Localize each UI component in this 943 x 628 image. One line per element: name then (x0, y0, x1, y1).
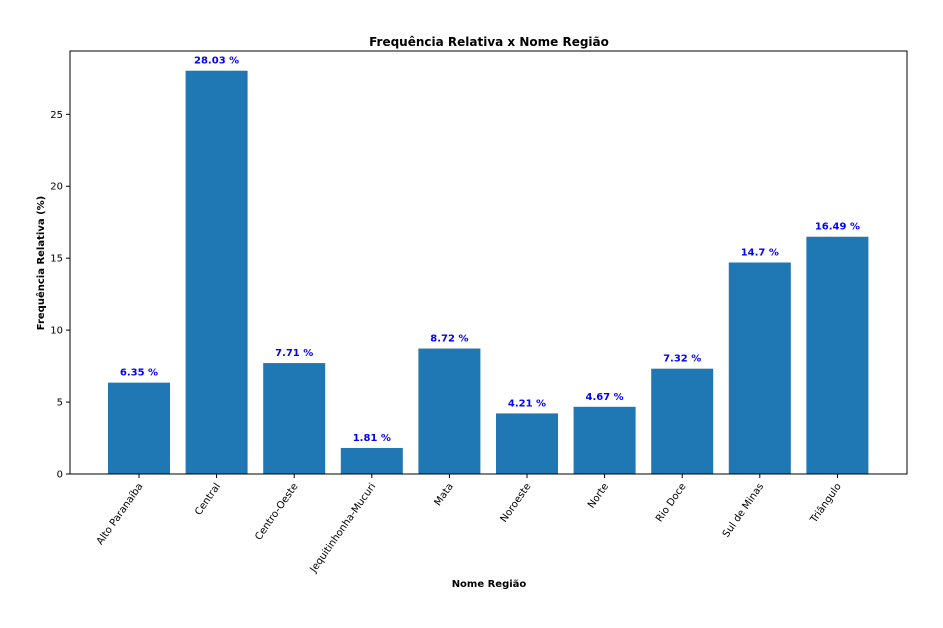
y-tick-label: 10 (50, 326, 63, 337)
x-tick-label: Norte (586, 481, 611, 510)
y-axis-ticks: 0 5 10 15 20 25 (50, 110, 70, 481)
x-axis-ticks: Alto Paranaíba Central Centro-Oeste Jequiti… (94, 474, 844, 576)
x-tick-label: Mata (433, 481, 456, 508)
bar-value-label: 28.03 % (194, 56, 239, 67)
bar (108, 382, 170, 474)
bar (340, 447, 403, 474)
bar-value-label: 4.21 % (508, 398, 546, 409)
bar (806, 236, 869, 474)
x-tick-label: Jequitinhonha-Mucuri (308, 481, 378, 575)
y-tick-label: 20 (50, 182, 63, 193)
bar-value-label: 6.35 % (120, 368, 158, 379)
x-tick-label: Sul de Minas (721, 481, 766, 539)
y-tick-label: 15 (50, 254, 63, 265)
bar-value-label: 1.81 % (353, 433, 391, 444)
data-labels-group: 6.35 % 28.03 % 7.71 % 1.81 % 8.72 % 4.21 % 4.6… (120, 56, 860, 444)
x-tick-label: Central (193, 481, 223, 517)
x-tick-label: Centro-Oeste (253, 481, 300, 542)
y-tick-label: 25 (50, 110, 63, 121)
bar-value-label: 4.67 % (586, 392, 624, 403)
x-tick-label: Triângulo (807, 481, 844, 526)
x-tick-label: Alto Paranaíba (94, 481, 145, 547)
y-tick-label: 5 (57, 398, 63, 409)
bar (418, 348, 481, 474)
y-tick-label: 0 (57, 470, 63, 481)
x-tick-label: Rio Doce (654, 481, 689, 524)
bars-group (108, 70, 869, 474)
bar (496, 413, 558, 474)
x-tick-label: Noroeste (499, 481, 534, 524)
bar-value-label: 16.49 % (815, 222, 860, 233)
bar-value-label: 7.32 % (663, 354, 701, 365)
plot-area-frame (69, 50, 908, 475)
bar-value-label: 8.72 % (430, 334, 468, 345)
bar (728, 262, 791, 474)
x-axis-title: Nome Região (452, 579, 527, 590)
bar (573, 406, 636, 474)
bar (263, 363, 326, 474)
bar (651, 368, 714, 474)
bar (185, 70, 248, 474)
y-axis-title: Frequência Relativa (%) (35, 196, 47, 330)
chart-title: Frequência Relativa x Nome Região (369, 35, 609, 49)
bar-value-label: 14.7 % (741, 248, 779, 259)
bar-value-label: 7.71 % (275, 348, 313, 359)
